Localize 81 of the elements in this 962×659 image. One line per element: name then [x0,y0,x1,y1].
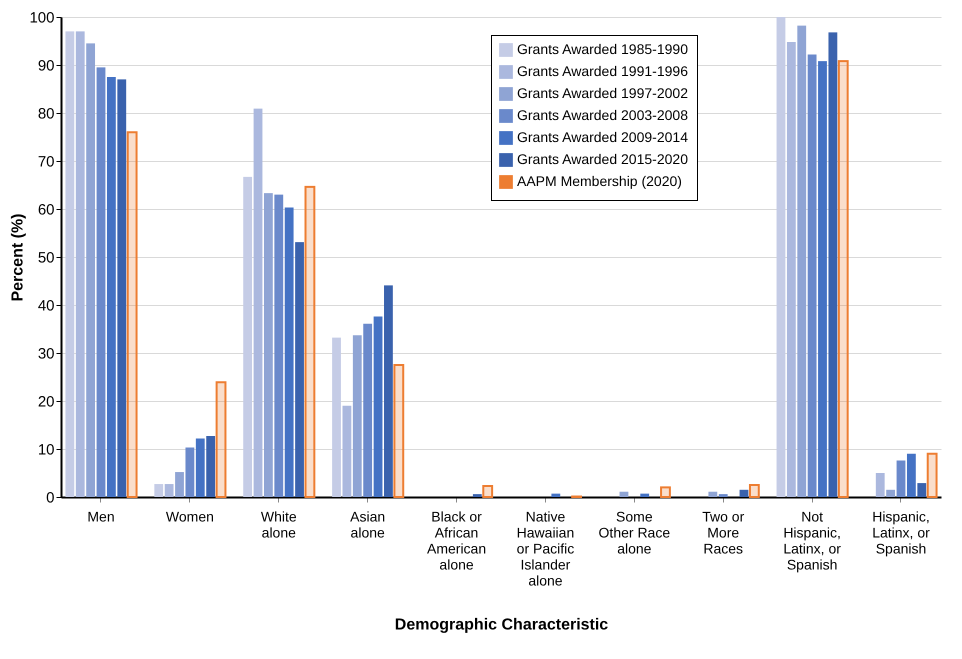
bar [206,436,216,497]
legend-label: Grants Awarded 2009-2014 [517,129,688,145]
bar [384,285,393,497]
bar [243,176,252,497]
bar [86,43,96,497]
bar [295,242,304,497]
legend-label: Grants Awarded 2003-2008 [517,107,688,123]
y-tick-label: 20 [38,394,54,410]
x-tick-label: Men [87,508,115,524]
bar [117,79,126,497]
bar [551,494,560,497]
x-tick-label: Black or African American alone [426,508,486,572]
y-tick-label: 30 [38,346,54,362]
bar [363,324,372,497]
y-tick-label: 90 [38,58,54,74]
bar [482,484,494,498]
legend-label: Grants Awarded 1991-1996 [517,63,688,79]
bar [808,54,817,497]
bar [304,186,316,498]
bar [886,490,896,497]
y-tick-label: 70 [38,154,54,170]
x-tick-label: Hispanic, Latinx, or Spanish [872,508,930,556]
bar [718,494,728,497]
bar [748,484,760,498]
x-tick-label: Not Hispanic, Latinx, or Spanish [783,508,842,572]
bar [352,335,362,497]
y-tick-label: 60 [38,202,54,218]
bar [284,208,294,497]
y-tick-label: 100 [29,10,54,26]
bar [76,31,85,497]
legend-label: AAPM Membership (2020) [517,173,682,189]
x-tick-label: White alone [260,508,297,540]
bar [175,472,184,497]
bar [876,473,885,497]
bar [660,486,671,498]
bar [264,193,273,497]
y-tick-label: 40 [38,298,54,314]
bar [106,77,116,497]
bar [740,490,748,497]
bar [896,460,906,497]
x-tick-label: Two or More Races [702,508,745,556]
bar [164,484,174,497]
bar [708,492,718,497]
bar [274,194,284,497]
bar [640,494,650,497]
legend-label: Grants Awarded 1985-1990 [517,41,688,57]
bar [196,438,205,497]
y-tick-label: 10 [38,442,54,458]
bar [254,108,262,497]
bar [393,364,404,498]
bar [342,406,352,497]
y-tick-label: 80 [38,106,54,122]
bar [818,61,827,497]
y-tick-label: 50 [38,250,54,266]
bar [828,32,838,497]
bar [926,452,938,498]
bar [917,483,926,497]
bar [776,17,786,497]
x-tick-label: Native Hawaiian or Pacific Islander alone [516,508,574,588]
x-axis-title: Demographic Characteristic [394,616,608,634]
bar [96,67,106,497]
bar [786,42,796,497]
bar [185,448,194,497]
bar [838,60,849,498]
y-axis-title: Percent (%) [9,213,26,302]
x-tick-label: Asian alone [350,508,386,540]
bar [332,338,341,497]
bar [906,454,916,497]
bar [472,494,482,497]
bar [374,316,382,497]
bar [154,484,164,497]
bar [216,381,226,498]
x-tick-label: Women [166,508,214,524]
bar [126,131,138,498]
bar [797,26,806,497]
x-tick-label: Some Other Race alone [598,508,670,556]
legend-label: Grants Awarded 1997-2002 [517,85,688,101]
bar [65,31,74,497]
legend-label: Grants Awarded 2015-2020 [517,151,688,167]
bar [620,492,628,497]
y-tick-label: 0 [46,490,54,506]
